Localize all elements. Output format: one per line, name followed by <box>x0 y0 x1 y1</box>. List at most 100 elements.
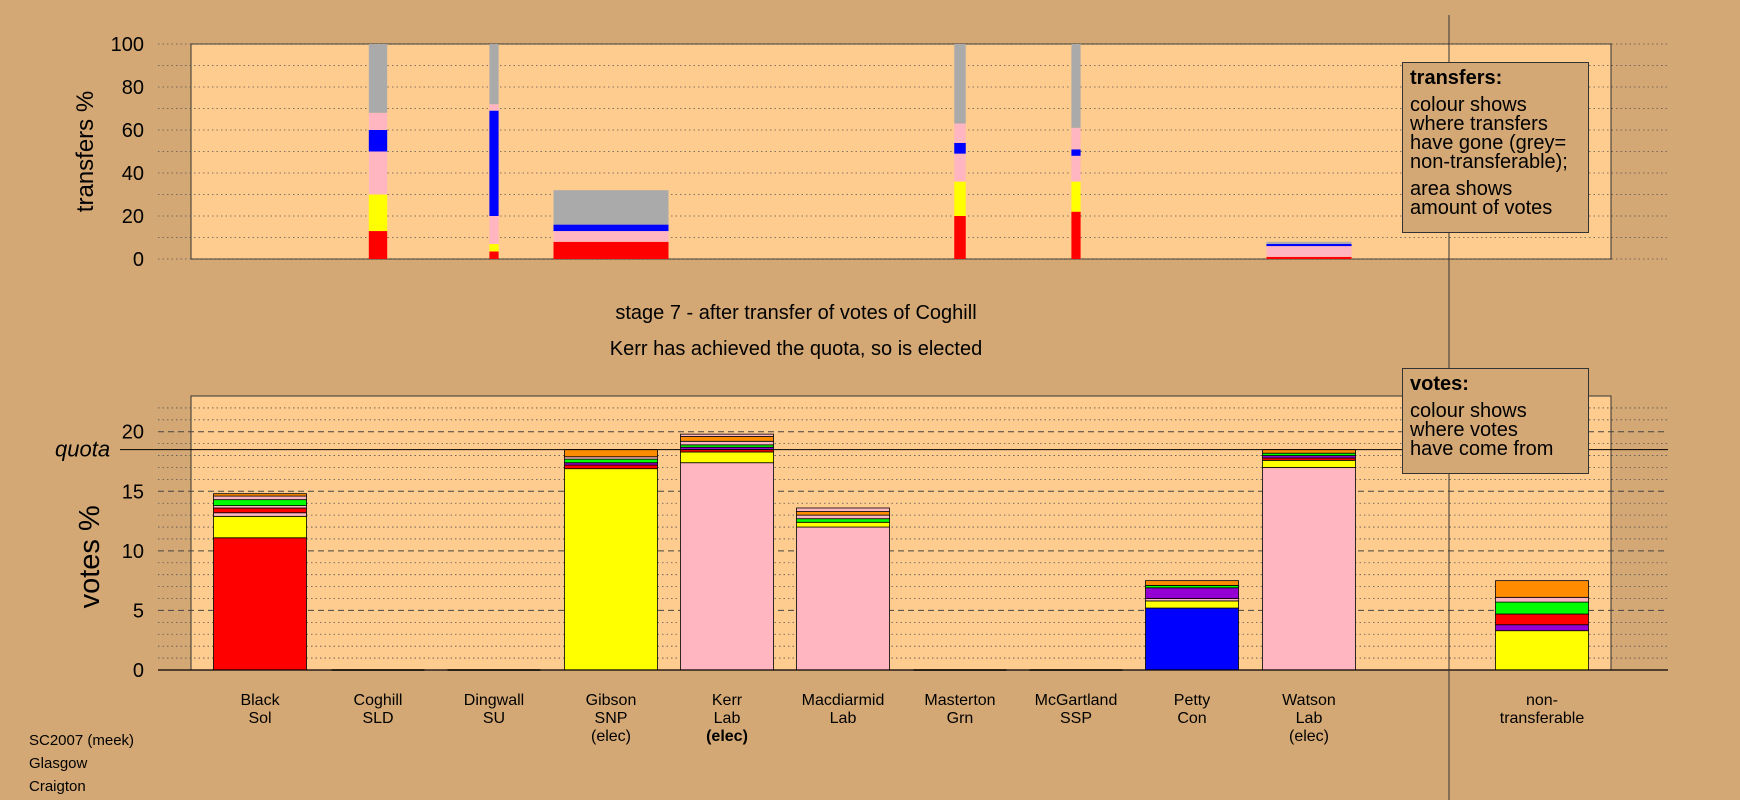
vote-bar-segment <box>1145 607 1239 671</box>
vote-bar-segment <box>1145 580 1239 586</box>
vote-bar-segment <box>564 468 658 671</box>
transfer-bar-segment <box>1266 241 1352 244</box>
transfer-bar-segment <box>1071 149 1081 156</box>
transfer-bar-segment <box>1071 127 1081 150</box>
vote-bar-segment <box>796 511 890 516</box>
vote-bar-segment <box>796 521 890 528</box>
candidate-party-label: Lab <box>830 710 857 727</box>
vote-bar-segment <box>1495 580 1589 598</box>
footer-line-council: Glasgow <box>29 755 88 772</box>
transfers-tick-label: 80 <box>122 77 144 99</box>
transfer-bar-segment <box>368 130 388 152</box>
candidate-name-label: Masterton <box>924 692 995 709</box>
vote-bar-segment <box>1145 600 1239 609</box>
transfers-tick-label: 20 <box>122 206 144 228</box>
vote-bar-segment <box>1145 587 1239 599</box>
candidate-name-label: Watson <box>1282 692 1336 709</box>
vote-bar-segment <box>213 507 307 514</box>
transfer-bar-segment <box>1071 44 1081 128</box>
footer-line-ward: Craigton <box>29 778 86 795</box>
vote-bar-segment <box>213 495 307 501</box>
vote-bar-segment <box>796 507 890 512</box>
transfers-legend-text-colour: colour shows where transfers have gone (… <box>1410 94 1568 173</box>
vote-bar-segment <box>1495 624 1589 632</box>
transfer-bar-segment <box>553 224 669 232</box>
vote-bar-segment <box>680 436 774 442</box>
transfer-bar-segment <box>368 231 388 259</box>
transfer-bar-segment <box>489 243 499 252</box>
transfers-tick-label: 0 <box>133 249 144 271</box>
votes-tick-label: 20 <box>122 422 144 444</box>
transfer-bar-segment <box>1071 155 1081 182</box>
candidate-status-label: (elec) <box>1289 728 1329 745</box>
transfer-bar-segment <box>368 151 388 195</box>
candidate-party-label: Con <box>1177 710 1206 727</box>
candidate-party-label: SSP <box>1060 710 1092 727</box>
transfer-bar-segment <box>1266 243 1352 247</box>
vote-bar-segment <box>564 464 658 470</box>
votes-y-axis-label: votes % <box>74 505 106 608</box>
votes-legend: votes: colour shows where votes have com… <box>1402 368 1589 474</box>
vote-bar-segment <box>213 537 307 671</box>
transfers-plot: 0 20 40 60 80 100 transfers % <box>72 34 1668 271</box>
candidate-party-label: Grn <box>947 710 974 727</box>
votes-tick-label: 0 <box>133 660 144 682</box>
transfers-legend: transfers: colour shows where transfers … <box>1402 62 1589 233</box>
transfer-bar-segment <box>1266 256 1352 259</box>
candidate-name-label: Dingwall <box>464 692 524 709</box>
candidate-name-label: Coghill <box>354 692 403 709</box>
transfers-tick-label: 40 <box>122 163 144 185</box>
stage-title: stage 7 - after transfer of votes of Cog… <box>615 302 977 324</box>
votes-plot-area <box>190 395 1612 671</box>
candidate-party-label: SU <box>483 710 505 727</box>
transfer-bar-segment <box>553 241 669 259</box>
candidate-name-label: Black <box>240 692 280 709</box>
transfer-bar-segment <box>954 181 966 216</box>
vote-bar-segment <box>796 514 890 520</box>
candidate-name-label: Kerr <box>712 692 743 709</box>
votes-legend-text: colour shows where votes have come from <box>1410 400 1554 460</box>
candidate-party-label: SLD <box>362 710 393 727</box>
transfer-bar-segment <box>368 194 388 232</box>
transfer-bar-segment <box>553 231 669 242</box>
candidate-name-label: Macdiarmid <box>802 692 885 709</box>
transfers-legend-text-area: area shows amount of votes <box>1410 178 1553 219</box>
transfer-bar-segment <box>489 251 499 259</box>
transfer-bar-segment <box>954 142 966 154</box>
candidate-name-label: McGartland <box>1035 692 1118 709</box>
transfer-bar-segment <box>489 110 499 216</box>
transfer-bar-segment <box>1266 246 1352 257</box>
candidate-name-label: non- <box>1526 692 1558 709</box>
vote-bar-segment <box>213 499 307 506</box>
transfer-bar-segment <box>954 153 966 182</box>
candidate-party-label: Lab <box>1296 710 1323 727</box>
quota-label: quota <box>55 437 110 462</box>
transfers-legend-title: transfers: <box>1410 67 1503 89</box>
vote-bar-segment <box>1262 449 1356 454</box>
vote-bar-segment <box>213 515 307 539</box>
transfer-bar-segment <box>553 190 669 225</box>
candidate-status-label: (elec) <box>591 728 631 745</box>
transfer-bar-segment <box>954 123 966 143</box>
transfer-bar-segment <box>489 216 499 244</box>
transfer-bar-segment <box>1071 181 1081 212</box>
vote-bar-segment <box>680 440 774 446</box>
vote-bar-segment <box>213 512 307 517</box>
votes-tick-label: 15 <box>122 481 144 503</box>
vote-bar-segment <box>564 449 658 458</box>
transfer-bar-segment <box>954 44 966 124</box>
votes-tick-label: 5 <box>133 600 144 622</box>
vote-bar-segment <box>1495 613 1589 626</box>
transfer-bar-segment <box>368 112 388 130</box>
stage-subtitle: Kerr has achieved the quota, so is elect… <box>609 338 983 360</box>
transfer-bar-segment <box>1071 211 1081 259</box>
candidate-party-label: Sol <box>248 710 271 727</box>
vote-bar-segment <box>680 462 774 671</box>
candidate-party-label: transferable <box>1500 710 1585 727</box>
transfers-tick-label: 60 <box>122 120 144 142</box>
candidate-status-label: (elec) <box>706 728 748 745</box>
transfers-y-axis-label: transfers % <box>72 91 99 212</box>
votes-legend-title: votes: <box>1410 373 1469 395</box>
vote-bar-segment <box>680 433 774 437</box>
candidate-party-label: SNP <box>595 710 628 727</box>
